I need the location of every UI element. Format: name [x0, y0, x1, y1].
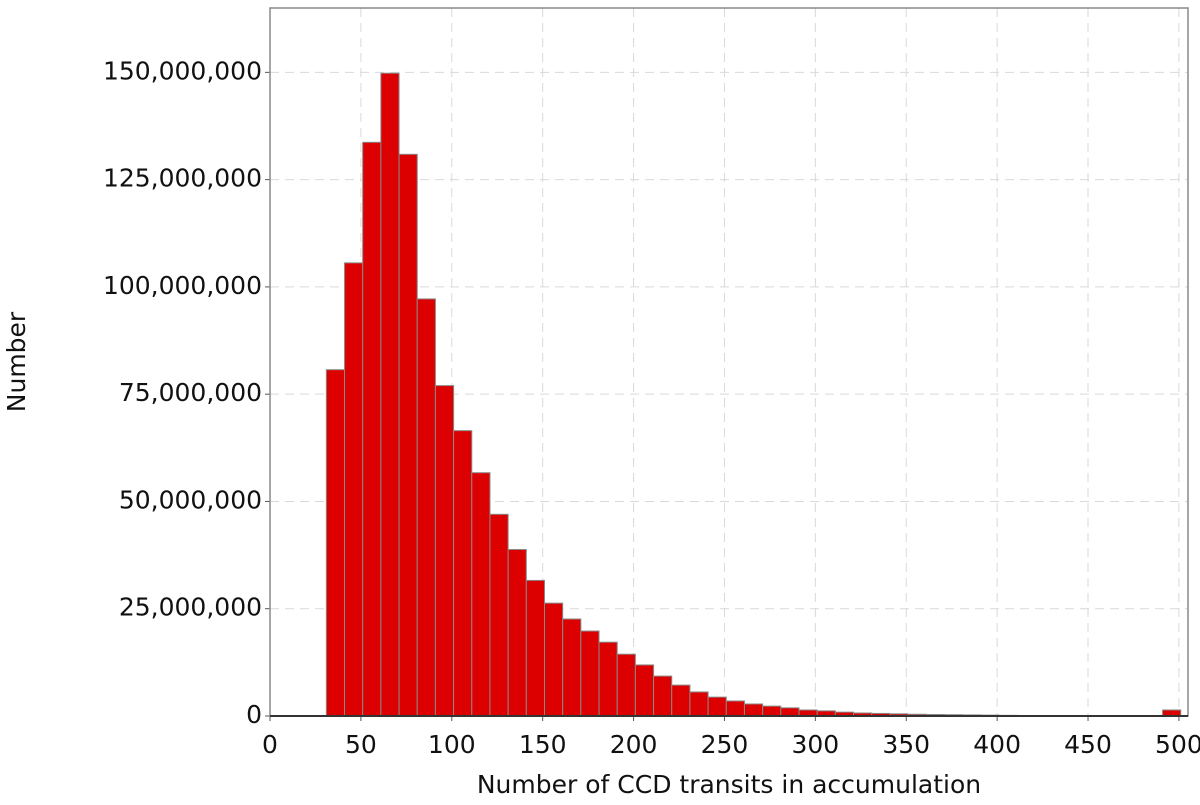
x-axis-label: Number of CCD transits in accumulation: [477, 770, 981, 799]
bar: [453, 430, 473, 717]
y-tick-label: 75,000,000: [119, 378, 262, 407]
bar: [489, 513, 509, 717]
x-tick-label: 150: [519, 730, 567, 759]
bar: [416, 298, 436, 717]
x-tick-label: 450: [1064, 730, 1112, 759]
y-tick-label: 25,000,000: [119, 593, 262, 622]
y-tick-label: 0: [246, 700, 262, 729]
y-tick-label: 125,000,000: [103, 164, 262, 193]
x-tick-label: 400: [973, 730, 1021, 759]
bar: [707, 696, 727, 717]
bar: [525, 579, 545, 717]
bar: [762, 705, 782, 717]
x-tick-label: 250: [701, 730, 749, 759]
bar: [634, 664, 655, 717]
x-tick-label: 0: [262, 730, 278, 759]
bar: [507, 549, 527, 717]
x-tick-label: 350: [882, 730, 930, 759]
y-tick-label: 150,000,000: [103, 56, 262, 85]
bar: [653, 675, 673, 717]
x-tick-label: 300: [791, 730, 839, 759]
x-tick-label: 50: [345, 730, 377, 759]
bar: [562, 618, 582, 717]
bar: [743, 703, 764, 717]
bar: [598, 641, 618, 717]
bar: [398, 153, 418, 717]
bar: [325, 369, 346, 717]
x-tick-label: 200: [610, 730, 658, 759]
bar: [434, 385, 455, 717]
bar: [380, 72, 400, 717]
bar: [689, 691, 709, 717]
x-tick-label: 500: [1155, 730, 1200, 759]
y-tick-label: 100,000,000: [103, 271, 262, 300]
bar: [471, 472, 491, 717]
bar: [616, 653, 636, 717]
bar: [725, 700, 745, 717]
bar: [543, 602, 564, 717]
y-axis-label: Number: [2, 311, 31, 412]
x-tick-label: 100: [428, 730, 476, 759]
bar: [671, 684, 691, 717]
bar: [780, 707, 800, 717]
bar: [580, 630, 600, 717]
y-tick-label: 50,000,000: [119, 485, 262, 514]
bar: [344, 262, 364, 717]
bar: [362, 141, 382, 717]
